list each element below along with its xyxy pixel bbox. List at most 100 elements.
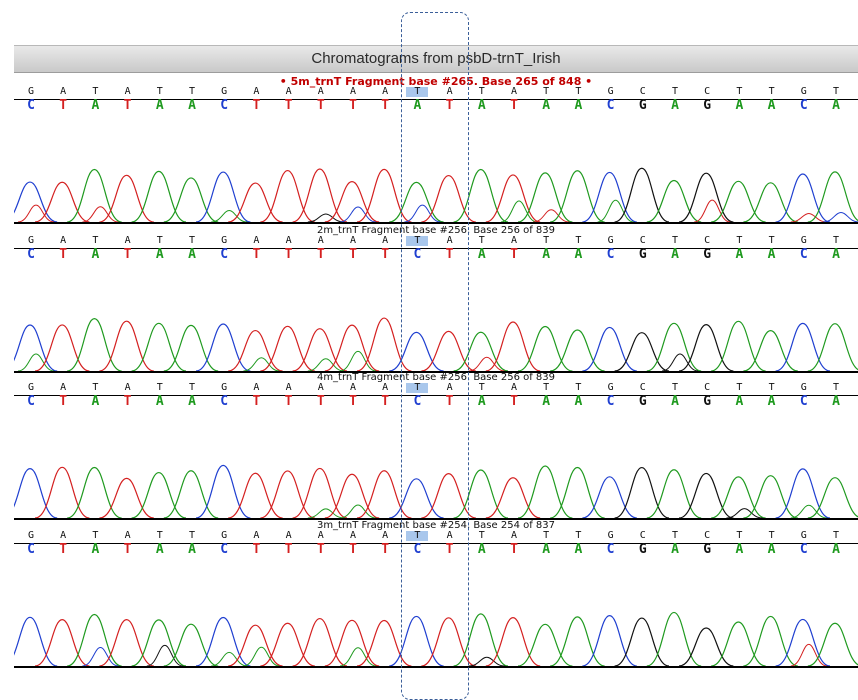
consensus-base[interactable]: A <box>349 235 357 246</box>
consensus-base[interactable]: T <box>832 86 840 97</box>
consensus-base[interactable]: T <box>768 530 775 541</box>
consensus-base[interactable]: T <box>188 86 196 97</box>
consensus-base[interactable]: T <box>543 86 550 97</box>
consensus-base[interactable]: A <box>60 382 67 393</box>
consensus-base[interactable]: T <box>832 530 840 541</box>
consensus-base[interactable]: T <box>92 235 99 246</box>
consensus-base[interactable]: T <box>575 382 582 393</box>
basecall-G[interactable]: G <box>638 542 647 557</box>
consensus-base[interactable]: A <box>60 235 67 246</box>
chromatogram-panel[interactable]: 3m_trnT Fragment base #254. Base 254 of … <box>14 520 858 670</box>
consensus-base[interactable]: A <box>382 86 389 97</box>
basecall-T[interactable]: T <box>252 542 261 557</box>
chromatogram-panel[interactable]: 4m_trnT Fragment base #256. Base 256 of … <box>14 372 858 522</box>
consensus-base[interactable]: T <box>414 530 421 541</box>
basecall-T[interactable]: T <box>510 247 518 262</box>
consensus-base[interactable]: T <box>832 382 840 393</box>
basecall-A[interactable]: A <box>671 542 679 557</box>
consensus-base[interactable]: A <box>510 235 518 246</box>
basecall-T[interactable]: T <box>445 247 454 262</box>
consensus-base[interactable]: A <box>317 530 324 541</box>
basecall-A[interactable]: A <box>832 394 840 409</box>
consensus-base[interactable]: A <box>60 86 67 97</box>
consensus-base[interactable]: T <box>575 530 582 541</box>
basecall-T[interactable]: T <box>349 247 357 262</box>
basecall-A[interactable]: A <box>671 247 679 262</box>
basecall-C[interactable]: C <box>413 247 422 262</box>
basecall-A[interactable]: A <box>832 542 840 557</box>
basecall-T[interactable]: T <box>510 542 518 557</box>
consensus-base[interactable]: T <box>478 235 485 246</box>
consensus-base[interactable]: A <box>382 235 389 246</box>
consensus-base[interactable]: A <box>285 382 292 393</box>
consensus-base[interactable]: T <box>92 382 99 393</box>
basecall-T[interactable]: T <box>284 394 293 409</box>
consensus-base[interactable]: A <box>124 86 131 97</box>
basecall-A[interactable]: A <box>477 542 486 557</box>
basecall-A[interactable]: A <box>188 394 196 409</box>
basecall-G[interactable]: G <box>638 247 647 262</box>
basecall-T[interactable]: T <box>59 98 68 113</box>
basecall-G[interactable]: G <box>703 98 712 113</box>
basecall-A[interactable]: A <box>477 394 486 409</box>
basecall-T[interactable]: T <box>381 542 390 557</box>
consensus-base[interactable]: C <box>639 382 646 393</box>
consensus-base[interactable]: G <box>607 382 614 393</box>
basecall-G[interactable]: G <box>638 394 647 409</box>
consensus-base[interactable]: T <box>575 86 582 97</box>
basecall-A[interactable]: A <box>542 247 551 262</box>
basecall-C[interactable]: C <box>799 247 808 262</box>
basecall-C[interactable]: C <box>799 394 808 409</box>
consensus-base[interactable]: G <box>27 382 35 393</box>
consensus-base[interactable]: T <box>414 235 421 246</box>
consensus-base[interactable]: C <box>639 530 646 541</box>
consensus-base[interactable]: A <box>349 382 357 393</box>
consensus-base[interactable]: A <box>510 382 518 393</box>
consensus-base[interactable]: T <box>156 382 163 393</box>
basecall-T[interactable]: T <box>349 542 357 557</box>
basecall-T[interactable]: T <box>316 247 325 262</box>
basecall-C[interactable]: C <box>606 98 615 113</box>
basecall-C[interactable]: C <box>606 542 615 557</box>
consensus-base[interactable]: C <box>639 235 646 246</box>
basecall-A[interactable]: A <box>188 98 196 113</box>
basecall-T[interactable]: T <box>252 394 261 409</box>
basecall-T[interactable]: T <box>349 394 357 409</box>
basecall-C[interactable]: C <box>799 542 808 557</box>
consensus-base[interactable]: G <box>27 86 35 97</box>
consensus-base[interactable]: A <box>446 530 453 541</box>
consensus-base[interactable]: T <box>156 86 163 97</box>
consensus-base[interactable]: T <box>414 86 421 97</box>
basecall-T[interactable]: T <box>510 394 518 409</box>
basecall-T[interactable]: T <box>445 98 454 113</box>
consensus-base[interactable]: A <box>124 382 131 393</box>
basecall-T[interactable]: T <box>59 542 68 557</box>
basecall-A[interactable]: A <box>91 98 100 113</box>
basecall-T[interactable]: T <box>252 247 261 262</box>
consensus-base[interactable]: T <box>671 235 679 246</box>
basecall-T[interactable]: T <box>284 98 293 113</box>
basecall-A[interactable]: A <box>671 98 679 113</box>
basecall-A[interactable]: A <box>767 394 776 409</box>
basecall-A[interactable]: A <box>188 542 196 557</box>
consensus-base[interactable]: G <box>607 530 614 541</box>
consensus-base[interactable]: A <box>446 382 453 393</box>
basecall-A[interactable]: A <box>574 98 583 113</box>
basecall-T[interactable]: T <box>445 542 454 557</box>
consensus-base[interactable]: G <box>800 530 807 541</box>
consensus-base[interactable]: G <box>221 235 228 246</box>
basecall-C[interactable]: C <box>413 394 422 409</box>
basecall-A[interactable]: A <box>574 394 583 409</box>
consensus-base[interactable]: T <box>478 86 485 97</box>
basecall-T[interactable]: T <box>123 542 132 557</box>
consensus-base[interactable]: A <box>510 530 518 541</box>
consensus-base[interactable]: A <box>382 382 389 393</box>
consensus-base[interactable]: G <box>27 530 35 541</box>
basecall-A[interactable]: A <box>832 247 840 262</box>
basecall-A[interactable]: A <box>574 542 583 557</box>
basecall-C[interactable]: C <box>413 542 422 557</box>
consensus-base[interactable]: G <box>221 382 228 393</box>
basecall-G[interactable]: G <box>703 394 712 409</box>
chromatogram-panel[interactable]: • 5m_trnT Fragment base #265. Base 265 o… <box>14 76 858 226</box>
consensus-base[interactable]: A <box>285 530 292 541</box>
